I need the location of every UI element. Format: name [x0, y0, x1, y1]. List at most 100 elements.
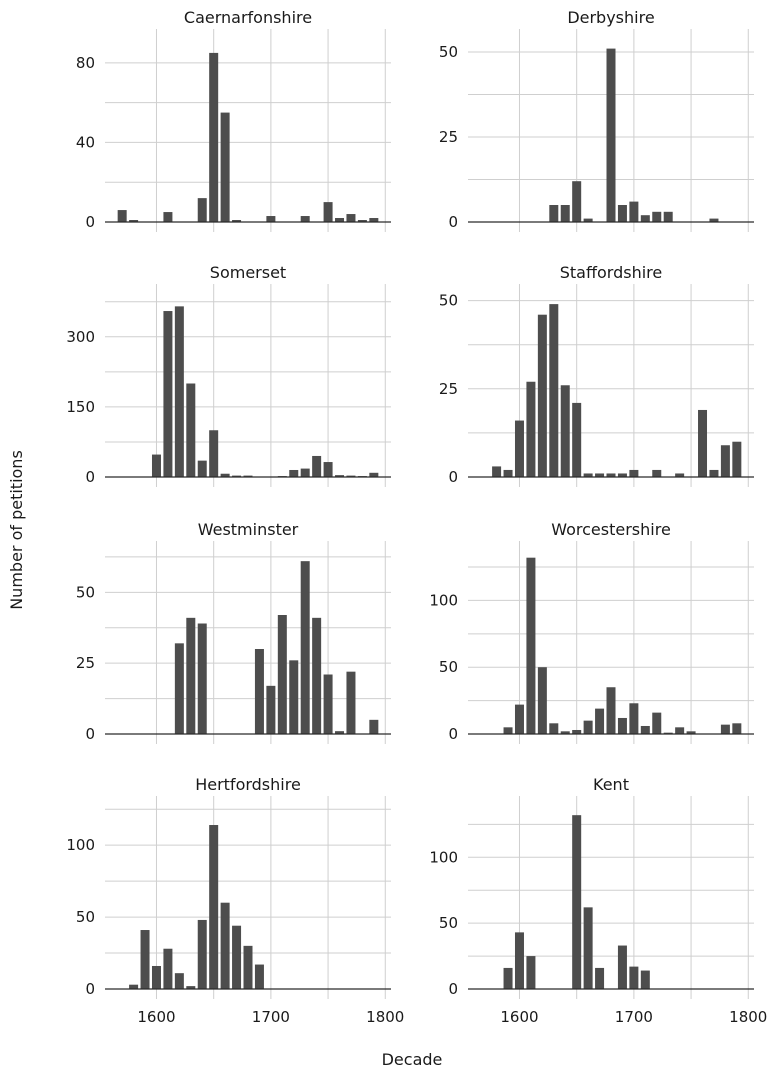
bar [346, 475, 356, 477]
bar [174, 643, 184, 734]
panel-caernarfonshire: 0 40 80 Caernarfonshire [76, 8, 391, 232]
panel-kent: 0 50 100 1600 1700 1800 Kent [429, 775, 767, 1026]
bar [220, 902, 230, 989]
y-tick-label: 50 [439, 914, 458, 932]
bar [617, 717, 627, 734]
bar [312, 617, 322, 734]
bar [606, 687, 616, 734]
bar [537, 667, 547, 734]
bar [151, 454, 161, 477]
panel-title: Derbyshire [567, 8, 654, 27]
panel-hertfordshire: 0 50 100 1600 1700 1800 Hertfordshire [66, 775, 404, 1026]
bar [243, 475, 253, 477]
bar [232, 475, 242, 477]
x-tick-label: 1700 [615, 1008, 653, 1026]
bar [583, 473, 593, 477]
bar [300, 216, 310, 222]
bar [709, 218, 719, 222]
bar [663, 732, 673, 734]
y-tick-label: 100 [66, 836, 95, 854]
y-tick-label: 50 [76, 908, 95, 926]
bar [220, 473, 230, 477]
panel-title: Staffordshire [560, 263, 663, 282]
bar [129, 220, 139, 222]
bar [163, 311, 173, 477]
y-tick-label: 0 [85, 468, 95, 486]
bar [232, 220, 242, 222]
x-axis-label: Decade [382, 1050, 443, 1069]
bar [572, 402, 582, 477]
bar [640, 215, 650, 222]
bar [163, 212, 173, 222]
bar [289, 660, 299, 734]
bar [640, 725, 650, 734]
bar [254, 964, 264, 989]
bar [663, 211, 673, 222]
y-tick-label: 50 [439, 292, 458, 310]
bar [652, 469, 662, 477]
bar [572, 729, 582, 734]
bar [209, 430, 219, 477]
bar [369, 472, 379, 477]
bar [583, 720, 593, 734]
bar [629, 703, 639, 734]
y-axis-label: Number of petitions [7, 450, 26, 610]
y-tick-label: 40 [76, 133, 95, 151]
y-tick-label: 0 [85, 725, 95, 743]
bar [346, 671, 356, 734]
bar [209, 52, 219, 223]
bar [197, 198, 207, 222]
bar [652, 211, 662, 222]
panel-title: Worcestershire [551, 520, 671, 539]
bar [186, 617, 196, 734]
x-tick-label: 1800 [729, 1008, 767, 1026]
bar [560, 205, 570, 222]
bar [335, 218, 345, 222]
bar [606, 473, 616, 477]
bar [335, 475, 345, 477]
bar [243, 945, 253, 989]
bar [526, 381, 536, 477]
bar [117, 210, 127, 222]
bar [369, 218, 379, 222]
bar [129, 984, 139, 989]
bar [140, 930, 150, 989]
bar [266, 216, 276, 222]
bar [514, 932, 524, 989]
bar [720, 445, 730, 477]
bar [595, 967, 605, 989]
bar [312, 455, 322, 477]
bar [197, 460, 207, 477]
bar [174, 973, 184, 989]
panel-title: Kent [593, 775, 629, 794]
bar [720, 724, 730, 734]
bar [686, 731, 696, 734]
bar [606, 48, 616, 222]
bar [335, 731, 345, 734]
bar [709, 469, 719, 477]
y-tick-label: 150 [66, 398, 95, 416]
y-tick-label: 50 [439, 43, 458, 61]
bar [572, 181, 582, 222]
bar [186, 986, 196, 989]
x-tick-label: 1700 [252, 1008, 290, 1026]
y-tick-label: 25 [76, 654, 95, 672]
bar [266, 685, 276, 734]
x-tick-label: 1600 [137, 1008, 175, 1026]
bar [289, 469, 299, 477]
bar [503, 967, 513, 989]
bar [369, 719, 379, 734]
bar [583, 907, 593, 989]
bar [526, 557, 536, 734]
bar [629, 201, 639, 222]
bar [514, 420, 524, 477]
y-tick-label: 0 [85, 980, 95, 998]
bar [560, 731, 570, 734]
x-tick-label: 1800 [366, 1008, 404, 1026]
bar [537, 314, 547, 477]
chart-panels: 0 40 80 Caernarfonshire 0 25 50 Derbyshire 0 150 3… [66, 8, 767, 1026]
x-tick-label: 1600 [500, 1008, 538, 1026]
bar [549, 205, 559, 222]
bar [503, 727, 513, 734]
